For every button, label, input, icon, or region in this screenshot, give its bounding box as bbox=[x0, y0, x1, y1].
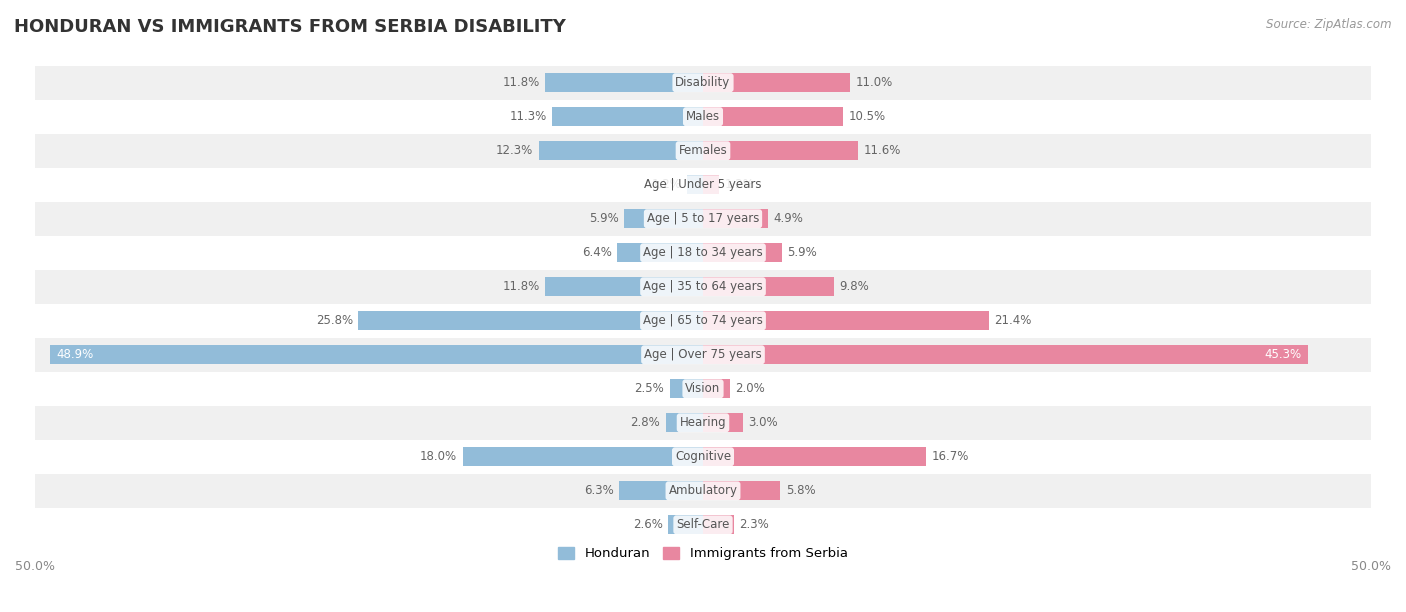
Bar bbox=[703, 277, 834, 296]
Text: 11.0%: 11.0% bbox=[855, 76, 893, 89]
Text: 11.3%: 11.3% bbox=[509, 110, 547, 123]
Bar bbox=[35, 270, 1371, 304]
Text: 18.0%: 18.0% bbox=[420, 450, 457, 463]
Text: 4.9%: 4.9% bbox=[773, 212, 804, 225]
Text: 11.6%: 11.6% bbox=[863, 144, 901, 157]
Bar bbox=[665, 414, 703, 432]
Bar bbox=[703, 141, 858, 160]
Bar bbox=[703, 414, 744, 432]
Bar bbox=[359, 312, 703, 330]
Bar bbox=[35, 100, 1371, 133]
Bar bbox=[35, 133, 1371, 168]
Text: 16.7%: 16.7% bbox=[931, 450, 969, 463]
Text: Age | 5 to 17 years: Age | 5 to 17 years bbox=[647, 212, 759, 225]
Text: Age | 18 to 34 years: Age | 18 to 34 years bbox=[643, 246, 763, 259]
Bar bbox=[624, 209, 703, 228]
Bar bbox=[703, 515, 734, 534]
Bar bbox=[35, 236, 1371, 270]
Bar bbox=[546, 277, 703, 296]
Text: 2.5%: 2.5% bbox=[634, 382, 664, 395]
Bar bbox=[703, 244, 782, 262]
Bar bbox=[617, 244, 703, 262]
Bar bbox=[703, 176, 718, 194]
Bar bbox=[546, 73, 703, 92]
Text: 1.2%: 1.2% bbox=[652, 178, 682, 191]
Text: 2.8%: 2.8% bbox=[630, 416, 661, 429]
Text: 2.3%: 2.3% bbox=[740, 518, 769, 531]
Bar bbox=[35, 202, 1371, 236]
Bar bbox=[35, 508, 1371, 542]
Text: 11.8%: 11.8% bbox=[503, 76, 540, 89]
Text: Age | 35 to 64 years: Age | 35 to 64 years bbox=[643, 280, 763, 293]
Legend: Honduran, Immigrants from Serbia: Honduran, Immigrants from Serbia bbox=[553, 542, 853, 565]
Text: 10.5%: 10.5% bbox=[849, 110, 886, 123]
Text: Age | 65 to 74 years: Age | 65 to 74 years bbox=[643, 314, 763, 327]
Text: 5.9%: 5.9% bbox=[787, 246, 817, 259]
Bar bbox=[688, 176, 703, 194]
Bar bbox=[463, 447, 703, 466]
Text: Source: ZipAtlas.com: Source: ZipAtlas.com bbox=[1267, 18, 1392, 31]
Text: 45.3%: 45.3% bbox=[1264, 348, 1302, 361]
Bar bbox=[35, 65, 1371, 100]
Text: 6.3%: 6.3% bbox=[583, 484, 613, 498]
Bar bbox=[619, 482, 703, 500]
Text: Vision: Vision bbox=[685, 382, 721, 395]
Text: Hearing: Hearing bbox=[679, 416, 727, 429]
Bar bbox=[703, 312, 988, 330]
Bar bbox=[35, 440, 1371, 474]
Text: 21.4%: 21.4% bbox=[994, 314, 1032, 327]
Text: 6.4%: 6.4% bbox=[582, 246, 612, 259]
Text: 9.8%: 9.8% bbox=[839, 280, 869, 293]
Text: 12.3%: 12.3% bbox=[496, 144, 533, 157]
Bar bbox=[703, 107, 844, 126]
Bar bbox=[703, 482, 780, 500]
Text: 48.9%: 48.9% bbox=[56, 348, 94, 361]
Text: 5.9%: 5.9% bbox=[589, 212, 619, 225]
Bar bbox=[35, 371, 1371, 406]
Bar bbox=[49, 345, 703, 364]
Bar bbox=[703, 345, 1308, 364]
Bar bbox=[703, 209, 769, 228]
Text: 11.8%: 11.8% bbox=[503, 280, 540, 293]
Bar bbox=[703, 379, 730, 398]
Bar bbox=[35, 338, 1371, 371]
Bar bbox=[35, 168, 1371, 202]
Text: Age | Over 75 years: Age | Over 75 years bbox=[644, 348, 762, 361]
Text: 1.2%: 1.2% bbox=[724, 178, 754, 191]
Bar bbox=[669, 379, 703, 398]
Text: 5.8%: 5.8% bbox=[786, 484, 815, 498]
Text: HONDURAN VS IMMIGRANTS FROM SERBIA DISABILITY: HONDURAN VS IMMIGRANTS FROM SERBIA DISAB… bbox=[14, 18, 567, 36]
Text: Females: Females bbox=[679, 144, 727, 157]
Text: 3.0%: 3.0% bbox=[748, 416, 778, 429]
Bar bbox=[668, 515, 703, 534]
Text: 2.0%: 2.0% bbox=[735, 382, 765, 395]
Bar bbox=[703, 73, 851, 92]
Text: 25.8%: 25.8% bbox=[316, 314, 353, 327]
Text: Males: Males bbox=[686, 110, 720, 123]
Bar bbox=[703, 447, 927, 466]
Bar bbox=[553, 107, 703, 126]
Text: Self-Care: Self-Care bbox=[676, 518, 730, 531]
Text: Ambulatory: Ambulatory bbox=[668, 484, 738, 498]
Bar bbox=[35, 304, 1371, 338]
Text: Cognitive: Cognitive bbox=[675, 450, 731, 463]
Text: Age | Under 5 years: Age | Under 5 years bbox=[644, 178, 762, 191]
Text: 2.6%: 2.6% bbox=[633, 518, 662, 531]
Bar bbox=[538, 141, 703, 160]
Bar bbox=[35, 406, 1371, 440]
Text: Disability: Disability bbox=[675, 76, 731, 89]
Bar bbox=[35, 474, 1371, 508]
